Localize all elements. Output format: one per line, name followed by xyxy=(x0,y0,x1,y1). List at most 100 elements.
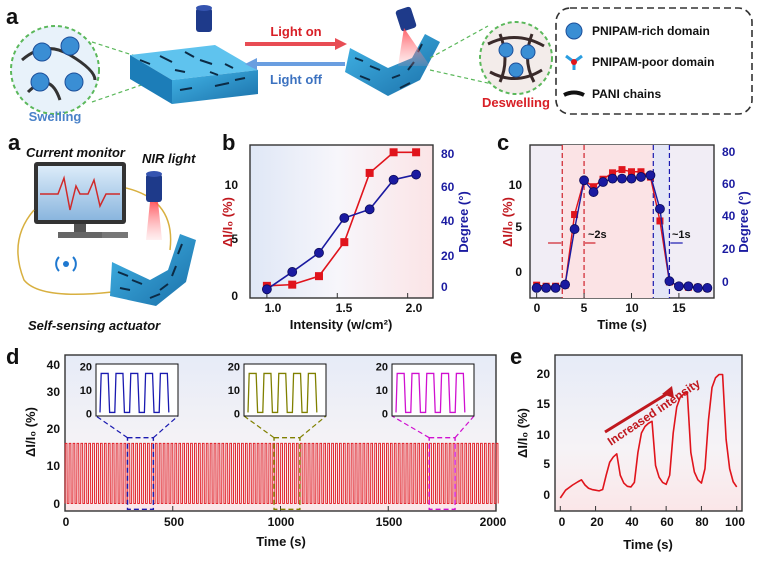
legend-item: PNIPAM-rich domain xyxy=(592,24,710,38)
actuator-label: Self-sensing actuator xyxy=(28,318,161,333)
xtick: 20 xyxy=(590,515,604,529)
y2tick: 20 xyxy=(722,242,736,256)
data-point xyxy=(541,283,552,293)
ytick: 0 xyxy=(231,289,238,303)
y-axis-label: ΔI/I₀ (%) xyxy=(23,407,38,457)
legend-box: PNIPAM-rich domain PNIPAM-poor domain PA… xyxy=(555,7,753,115)
ytick: 20 xyxy=(537,367,551,381)
data-point xyxy=(579,175,589,186)
chart-e: e 0 5 10 15 20 0 20 40 60 80 100 Time (s… xyxy=(510,344,745,552)
ytick: 0 xyxy=(543,488,550,502)
y2tick: 20 xyxy=(441,249,455,263)
legend-item: PANI chains xyxy=(592,87,661,101)
xtick: 80 xyxy=(695,515,709,529)
y-axis-label: ΔI/I₀ (%) xyxy=(220,197,235,247)
inset-ytick: 10 xyxy=(376,385,388,397)
zoom-region xyxy=(428,436,456,511)
ytick: 5 xyxy=(515,220,522,234)
xtick: 40 xyxy=(625,515,639,529)
xtick: 500 xyxy=(164,515,184,529)
y2tick: 80 xyxy=(441,147,455,161)
trend-arrow xyxy=(604,390,671,434)
inset-signal xyxy=(395,372,466,414)
xtick: 5 xyxy=(581,301,588,315)
nir-beam xyxy=(398,28,430,66)
swelling-circle xyxy=(10,25,100,115)
data-point xyxy=(340,238,349,247)
data-point xyxy=(627,168,635,176)
zoom-region xyxy=(126,436,155,511)
xtick: 2.0 xyxy=(406,301,423,315)
light-off-label: Light off xyxy=(270,72,323,87)
xtick: 1.5 xyxy=(336,301,353,315)
current-monitor-label: Current monitor xyxy=(26,145,126,160)
ytick: 0 xyxy=(53,497,60,511)
y-axis-label: ΔI/I₀ (%) xyxy=(515,408,530,458)
data-point xyxy=(590,183,598,191)
y-axis-label: ΔI/I₀ (%) xyxy=(500,197,515,247)
data-point xyxy=(609,169,617,177)
chart-d: d 0 10 20 0 10 20 0 10 20 0 10 20 30 40 0 500 10… xyxy=(6,344,507,549)
data-point xyxy=(607,173,618,184)
inset-signal xyxy=(247,372,318,414)
pani-chain-icon xyxy=(563,90,585,97)
pnipam-rich-icon xyxy=(565,22,583,40)
data-point xyxy=(314,272,323,281)
xtick: 1000 xyxy=(268,515,295,529)
data-point xyxy=(288,280,297,289)
data-point xyxy=(618,166,626,174)
wire xyxy=(17,209,113,296)
chart-b: b 0 5 10 0 20 40 60 80 1.0 1.5 2.0 Inten… xyxy=(220,130,471,332)
zoom-region xyxy=(273,436,301,511)
zoom-connector xyxy=(299,415,327,439)
data-point xyxy=(571,211,579,219)
inset-ytick: 20 xyxy=(376,361,388,373)
ytick: 10 xyxy=(47,459,61,473)
lamp-icon xyxy=(146,171,162,202)
xtick: 0 xyxy=(534,301,541,315)
x-axis-label: Time (s) xyxy=(256,534,306,549)
data-point xyxy=(692,283,703,293)
nir-light-label: NIR light xyxy=(142,151,196,166)
xtick: 1500 xyxy=(376,515,403,529)
xtick: 1.0 xyxy=(265,301,282,315)
lamp-icon xyxy=(395,6,417,32)
inset-ytick: 20 xyxy=(228,361,240,373)
y2-axis-label: Degree (°) xyxy=(456,191,471,253)
data-point xyxy=(598,177,608,187)
wire xyxy=(125,187,172,251)
y2tick: 0 xyxy=(441,280,448,294)
data-point xyxy=(411,169,422,180)
data-point xyxy=(626,173,637,184)
xtick: 15 xyxy=(672,301,686,315)
x-axis-label: Time (s) xyxy=(623,537,673,552)
inset-ytick: 0 xyxy=(86,409,92,421)
data-point xyxy=(550,283,561,293)
panel-label-e: e xyxy=(510,344,522,369)
deswelling-label: Deswelling xyxy=(482,95,550,110)
data-point xyxy=(702,283,713,293)
zoom-connector xyxy=(454,415,475,439)
y2-axis-label: Degree (°) xyxy=(736,191,751,253)
data-point xyxy=(560,279,570,290)
data-point xyxy=(674,281,684,292)
panel-label-d: d xyxy=(6,344,19,369)
inset-ytick: 0 xyxy=(382,409,388,421)
data-point xyxy=(645,170,656,181)
chart-c: c 0 5 10 0 20 40 60 80 0 5 10 15 Time (s… xyxy=(497,130,751,332)
inset-ytick: 20 xyxy=(80,361,92,373)
data-point xyxy=(569,224,580,234)
ytick: 40 xyxy=(47,358,61,372)
y2tick: 60 xyxy=(441,180,455,194)
data-point xyxy=(617,173,627,184)
panel-label-top: a xyxy=(6,4,19,29)
ytick: 30 xyxy=(47,385,61,399)
pnipam-poor-icon xyxy=(565,54,583,70)
inset-ytick: 10 xyxy=(228,385,240,397)
ytick: 0 xyxy=(515,265,522,279)
wireless-icon xyxy=(55,256,77,272)
annotation: ~1s xyxy=(672,229,691,241)
zoom-connector xyxy=(95,415,128,439)
data-point xyxy=(388,174,399,185)
